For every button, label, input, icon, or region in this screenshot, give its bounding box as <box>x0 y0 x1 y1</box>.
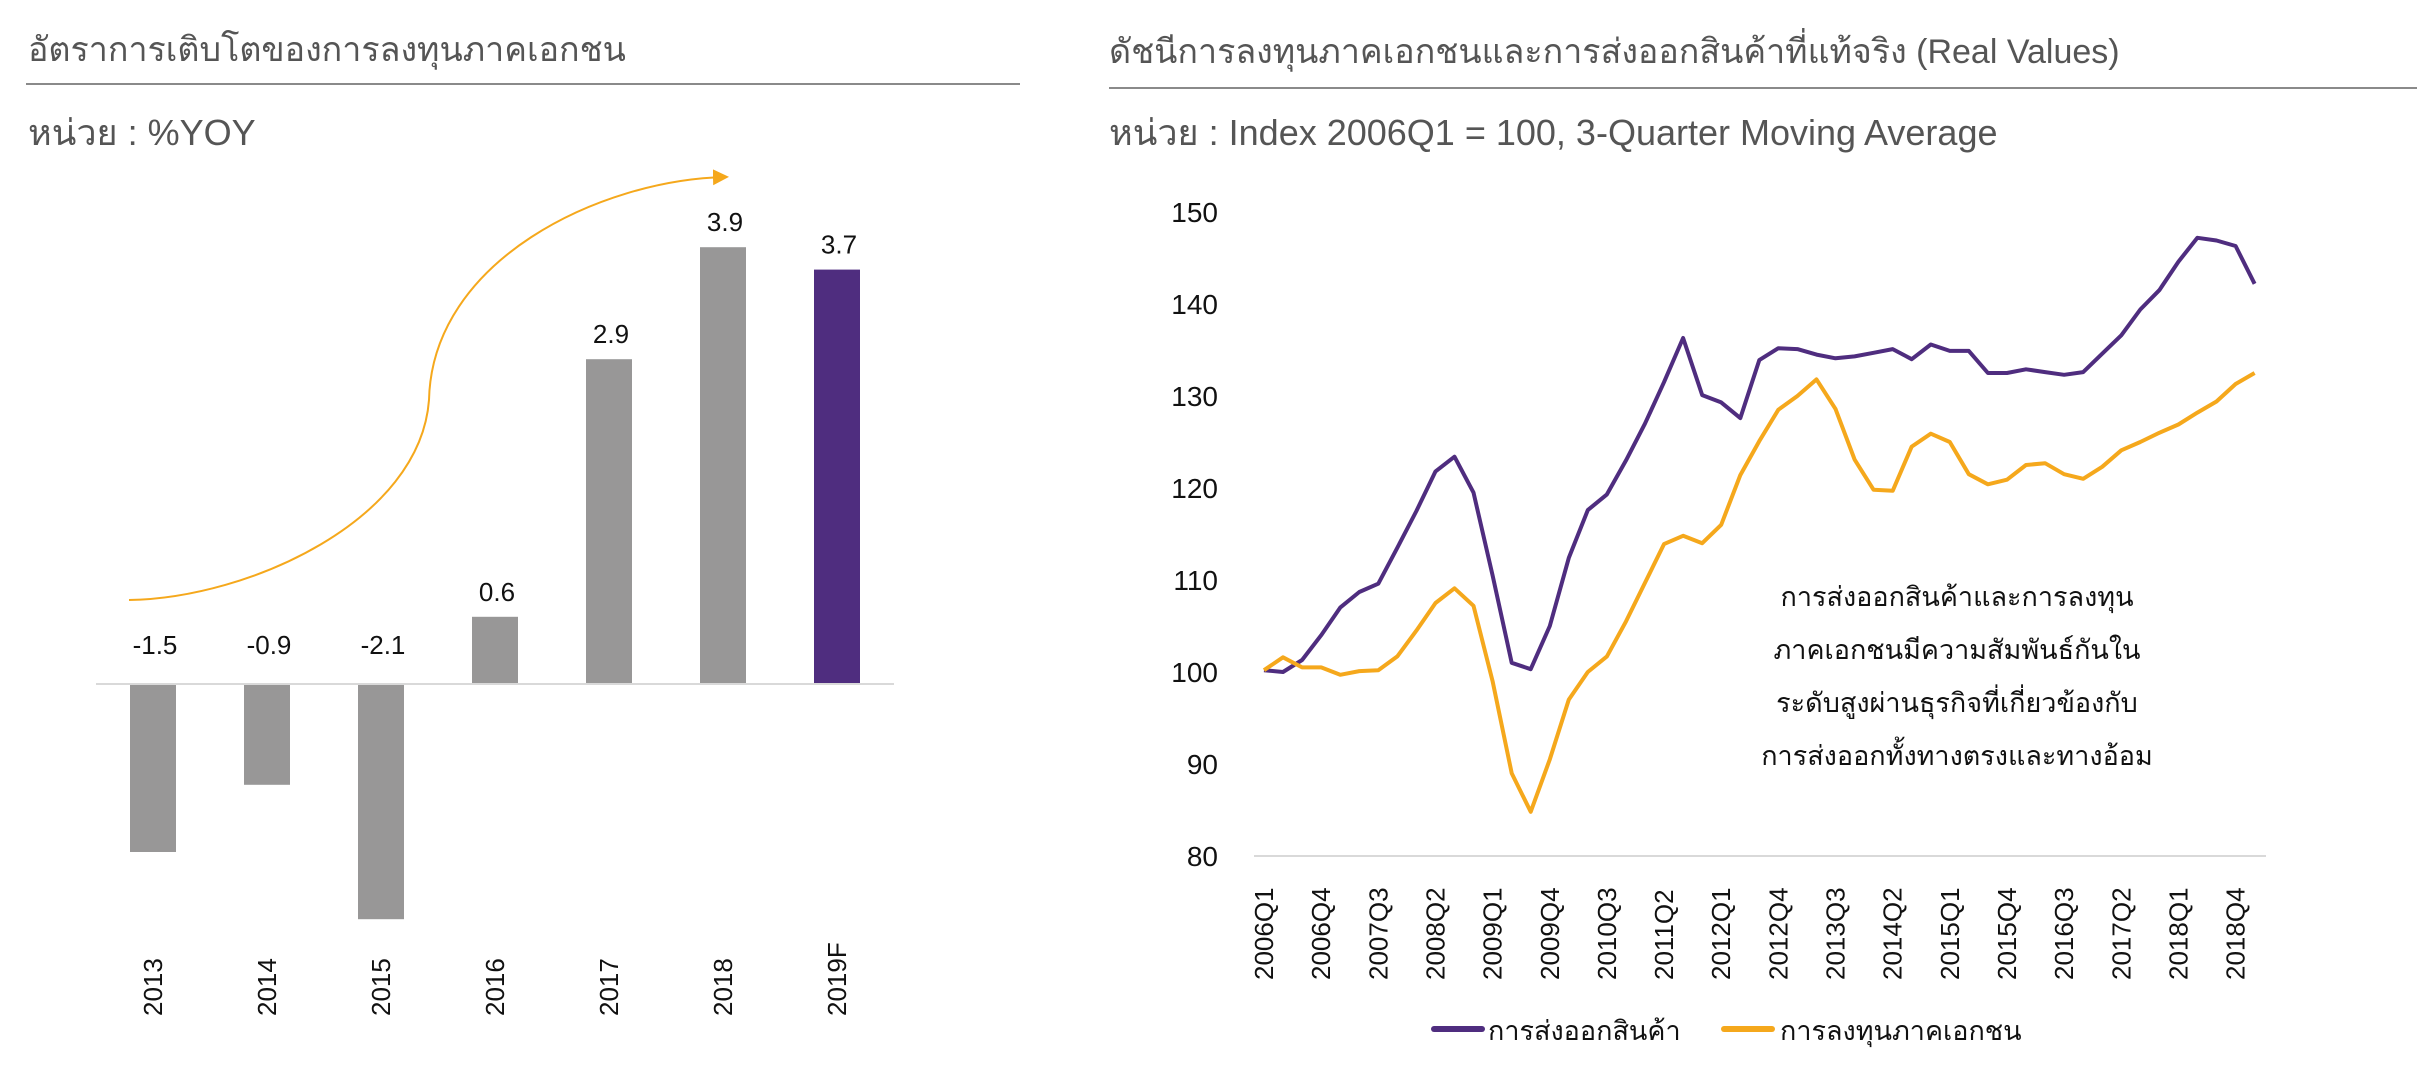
right-chart-title: ดัชนีการลงทุนภาคเอกชนและการส่งออกสินค้าท… <box>1109 33 2120 71</box>
left-title-divider <box>26 83 1020 85</box>
annotation-line: การส่งออกทั้งทางตรงและทางอ้อม <box>1761 736 2153 771</box>
trend-arrow <box>128 169 729 601</box>
data-label: 3.7 <box>821 230 857 260</box>
x-tick-label: 2018Q4 <box>2221 887 2251 980</box>
data-label: 3.9 <box>707 207 743 237</box>
y-tick-label: 100 <box>1171 657 1218 688</box>
data-label: -2.1 <box>361 630 406 660</box>
annotation-line: ระดับสูงผ่านธุรกิจที่เกี่ยวข้องกับ <box>1776 684 2138 720</box>
y-tick-label: 150 <box>1171 197 1218 228</box>
y-tick-label: 130 <box>1171 381 1218 412</box>
x-tick-label: 2018 <box>708 958 738 1016</box>
x-tick-label: 2017 <box>594 958 624 1016</box>
left-chart-title: อัตราการเติบโตของการลงทุนภาคเอกชน <box>28 31 626 69</box>
left-chart-unit: หน่วย : %YOY <box>28 112 256 153</box>
x-tick-label: 2008Q2 <box>1420 887 1450 980</box>
y-tick-label: 90 <box>1187 749 1218 780</box>
x-tick-label: 2012Q4 <box>1763 887 1793 980</box>
x-tick-label: 2016Q3 <box>2049 887 2079 980</box>
x-tick-label: 2006Q1 <box>1249 887 1279 980</box>
bar-2015 <box>358 684 404 920</box>
x-tick-label: 2015Q4 <box>1992 887 2022 980</box>
data-label: 2.9 <box>593 319 629 349</box>
x-tick-label: 2017Q2 <box>2106 887 2136 980</box>
right-chart-unit: หน่วย : Index 2006Q1 = 100, 3-Quarter Mo… <box>1109 112 1998 153</box>
x-tick-label: 2013 <box>138 958 168 1016</box>
data-label: -1.5 <box>133 630 178 660</box>
x-tick-label: 2015 <box>366 958 396 1016</box>
y-tick-label: 140 <box>1171 289 1218 320</box>
bar-2013 <box>130 684 176 852</box>
x-tick-label: 2019F <box>822 942 852 1016</box>
x-tick-label: 2009Q1 <box>1478 887 1508 980</box>
x-tick-label: 2006Q4 <box>1306 887 1336 980</box>
x-tick-label: 2015Q1 <box>1935 887 1965 980</box>
growth-bar-chart: -1.5 2013 -0.9 2014 -2.1 2015 0.6 2016 2.9 2017 3.… <box>96 169 894 1016</box>
y-tick-label: 120 <box>1171 473 1218 504</box>
bar-2016 <box>472 616 518 684</box>
annotation-line: ภาคเอกชนมีความสัมพันธ์กันใน <box>1773 634 2140 665</box>
bar-2019F <box>814 269 860 684</box>
bar-2014 <box>244 684 290 785</box>
x-tick-label: 2010Q3 <box>1592 887 1622 980</box>
x-tick-label: 2014 <box>252 958 282 1016</box>
bar-2018 <box>700 247 746 684</box>
y-tick-label: 110 <box>1173 565 1218 596</box>
data-label: -0.9 <box>247 630 292 660</box>
x-tick-label: 2007Q3 <box>1363 887 1393 980</box>
x-tick-label: 2014Q2 <box>1878 887 1908 980</box>
x-tick-label: 2016 <box>480 958 510 1016</box>
bar-2017 <box>586 359 632 684</box>
x-tick-label: 2009Q4 <box>1535 887 1565 980</box>
annotation-line: การส่งออกสินค้าและการลงทุน <box>1780 582 2133 614</box>
x-tick-label: 2018Q1 <box>2163 887 2193 980</box>
right-title-divider <box>1109 87 2417 89</box>
y-tick-label: 80 <box>1187 841 1218 872</box>
x-tick-label: 2012Q1 <box>1706 887 1736 980</box>
legend-label: การส่งออกสินค้า <box>1488 1016 1681 1046</box>
x-tick-label: 2011Q2 <box>1649 889 1679 980</box>
x-tick-label: 2013Q3 <box>1821 887 1851 980</box>
data-label: 0.6 <box>479 577 515 607</box>
legend-label: การลงทุนภาคเอกชน <box>1780 1016 2022 1048</box>
